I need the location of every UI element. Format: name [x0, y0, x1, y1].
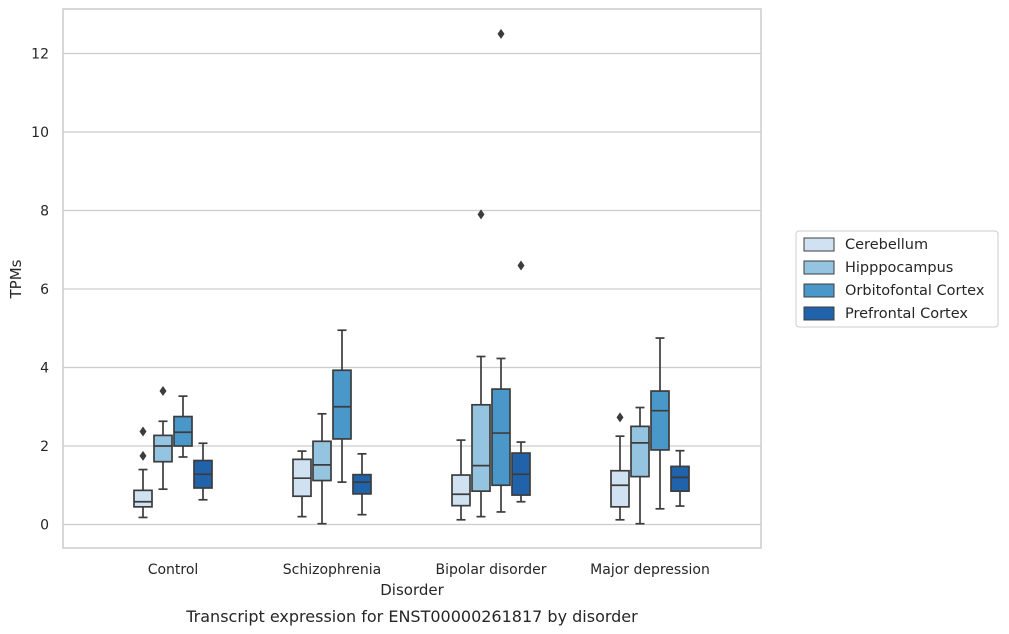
- legend-label: Prefrontal Cortex: [845, 306, 968, 322]
- box-1-1: [312, 412, 332, 525]
- outlier-point: [616, 412, 624, 423]
- legend-label: Cerebellum: [845, 237, 928, 253]
- box-body: [133, 489, 153, 508]
- box-body: [332, 369, 352, 440]
- y-tick-label: 6: [40, 282, 49, 298]
- y-axis-label: TPMs: [7, 259, 25, 299]
- boxes-layer: [133, 28, 690, 525]
- box-body: [630, 425, 650, 478]
- outlier-point: [139, 450, 147, 461]
- box-2-2: [491, 28, 511, 513]
- legend-label: Hipppocampus: [845, 260, 953, 276]
- y-tick-label: 8: [40, 204, 49, 220]
- box-0-2: [451, 439, 471, 521]
- x-tick-labels: Control Schizophrenia Bipolar disorder Majo…: [148, 562, 710, 578]
- plot-frame: [62, 8, 762, 549]
- box-0-3: [610, 412, 630, 521]
- y-tick-label: 4: [40, 361, 49, 377]
- legend: Cerebellum Hipppocampus Orbitofontal Corte…: [795, 230, 999, 328]
- y-tick-label: 10: [31, 125, 49, 141]
- x-axis-label: Disorder: [380, 581, 444, 599]
- chart-caption: Transcript expression for ENST0000026181…: [185, 607, 638, 626]
- box-0-0: [133, 426, 153, 519]
- outlier-point: [159, 386, 167, 397]
- x-tick-label: Bipolar disorder: [435, 562, 546, 578]
- box-body: [153, 434, 173, 463]
- box-3-2: [511, 260, 531, 503]
- box-0-1: [292, 450, 312, 518]
- box-2-1: [332, 329, 352, 483]
- legend-swatch: [803, 306, 835, 321]
- box-body: [312, 440, 332, 482]
- legend-swatch: [803, 260, 835, 275]
- legend-swatch: [803, 283, 835, 298]
- legend-label: Orbitofontal Cortex: [845, 283, 985, 299]
- box-body: [491, 388, 511, 487]
- outlier-point: [139, 426, 147, 437]
- x-tick-label: Schizophrenia: [283, 562, 381, 578]
- box-2-3: [650, 337, 670, 510]
- y-tick-label: 12: [31, 47, 49, 63]
- box-3-0: [193, 442, 213, 501]
- box-body: [451, 474, 471, 507]
- legend-frame: [795, 230, 999, 328]
- box-body: [610, 469, 630, 508]
- y-tick-label: 2: [40, 439, 49, 455]
- box-3-1: [352, 453, 372, 516]
- box-3-3: [670, 449, 690, 507]
- legend-swatch: [803, 237, 835, 252]
- box-body: [352, 473, 372, 495]
- outlier-point: [497, 28, 505, 39]
- box-1-2: [471, 209, 491, 518]
- box-body: [670, 465, 690, 492]
- outlier-point: [477, 209, 485, 220]
- y-tick-label: 0: [40, 518, 49, 534]
- x-tick-label: Control: [148, 562, 199, 578]
- x-tick-label: Major depression: [590, 562, 710, 578]
- outlier-point: [517, 260, 525, 271]
- box-body: [173, 415, 193, 447]
- box-body: [650, 390, 670, 451]
- y-tick-labels: 0 2 4 6 8 10 12: [31, 47, 49, 534]
- box-1-0: [153, 386, 173, 491]
- box-1-3: [630, 406, 650, 525]
- box-2-0: [173, 395, 193, 458]
- box-body: [471, 403, 491, 492]
